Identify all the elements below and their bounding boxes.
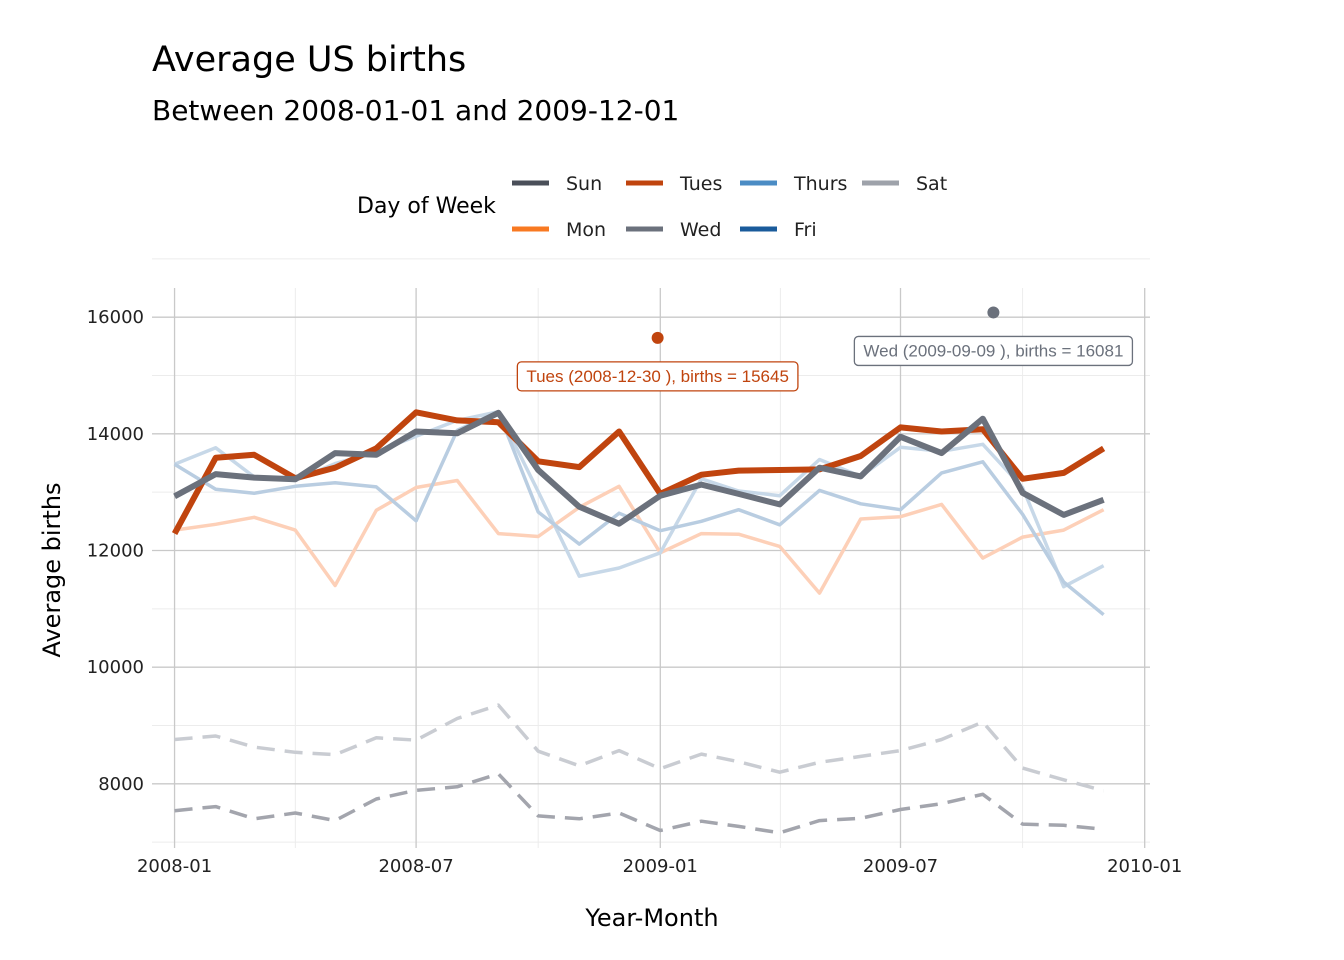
series-line-sat (174, 703, 1105, 793)
legend-label-fri: Fri (794, 219, 817, 241)
series-line-sun (174, 772, 1104, 835)
highlight-label-box (853, 335, 1134, 367)
y-tick-label: 12000 (87, 541, 144, 562)
x-tick-label: 2010-01 (1107, 856, 1182, 877)
series-line-tues (171, 409, 1106, 536)
chart-title: Average US births (152, 40, 467, 80)
highlight-point-tues (651, 331, 664, 344)
series-line-wed (173, 409, 1105, 527)
x-tick-label: 2009-01 (623, 856, 698, 877)
highlight-annotations: Tues (2008-12-30 ), births = 15645 Wed (2… (516, 306, 1134, 392)
x-axis-title: Year-Month (584, 904, 718, 932)
legend-label-wed: Wed (680, 219, 721, 241)
highlight-label-text: Wed (2009-09-09 ), births = 16081 (863, 341, 1123, 360)
highlight-label-tues: Tues (2008-12-30 ), births = 15645 (516, 361, 799, 392)
series-line-fri (173, 409, 1105, 617)
y-tick-label: 8000 (98, 774, 144, 795)
y-axis-title: Average births (38, 482, 66, 657)
legend-label-mon: Mon (566, 219, 606, 241)
legend-label-sun: Sun (566, 173, 602, 195)
legend-label-thurs: Thurs (793, 173, 847, 195)
legend-label-sat: Sat (916, 173, 947, 195)
legend-title: Day of Week (357, 194, 496, 219)
y-tick-label: 16000 (87, 307, 144, 328)
y-tick-label: 14000 (87, 424, 144, 445)
series-lines (171, 409, 1106, 835)
legend-label-tues: Tues (679, 173, 722, 195)
chart-subtitle: Between 2008-01-01 and 2009-12-01 (152, 94, 680, 127)
series-line-mon (174, 478, 1105, 595)
legend: Day of Week Sun Mon Tues Wed Thurs Fri Sat (357, 173, 947, 241)
highlight-label-box (516, 361, 799, 392)
y-tick-label: 10000 (87, 657, 144, 678)
x-tick-label: 2008-07 (378, 856, 453, 877)
highlight-label-wed: Wed (2009-09-09 ), births = 16081 (853, 335, 1134, 367)
highlight-label-text: Tues (2008-12-30 ), births = 15645 (526, 367, 789, 386)
x-tick-label: 2009-07 (863, 856, 938, 877)
grid-lines (152, 258, 1150, 848)
highlight-point-wed (987, 306, 1000, 319)
axes: Year-Month Average births 8000 10000 12000… (38, 307, 1182, 932)
x-tick-label: 2008-01 (137, 856, 212, 877)
